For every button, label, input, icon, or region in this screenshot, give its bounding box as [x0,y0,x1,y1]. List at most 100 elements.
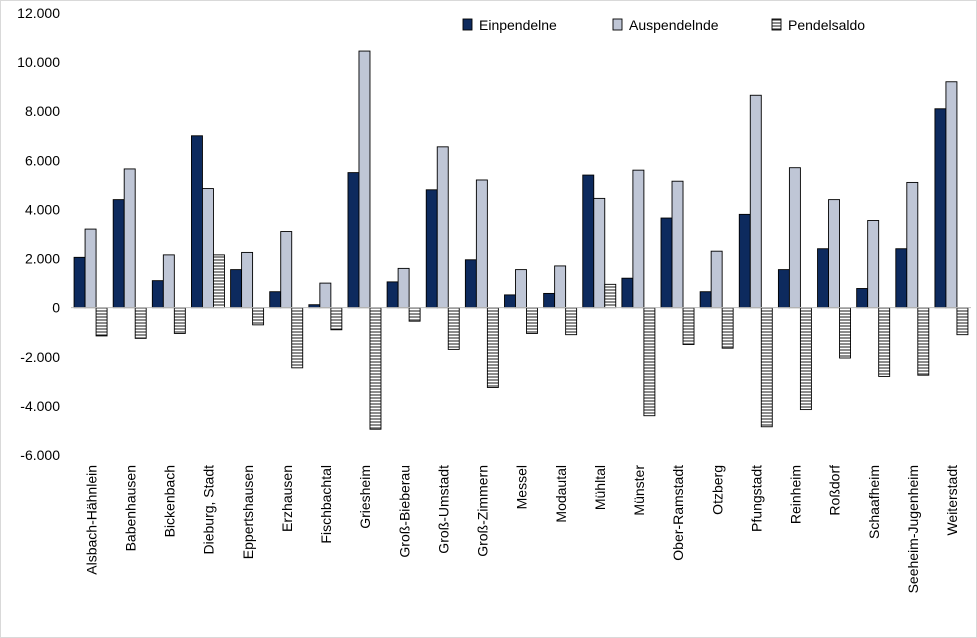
bar-einpendelne-gross-umstadt [425,189,438,309]
category-label-gross-zimmern: Groß-Zimmern [475,465,491,557]
bar-auspendelnde-modautal [554,265,567,309]
y-tick-label: 0 [52,300,60,316]
bar-pendelsaldo-bickenbach [173,307,186,334]
y-tick-label: 10.000 [17,54,60,70]
bar-pendelsaldo-messel [526,307,538,334]
bar-pendelsaldo-alsbach-hahnlein [95,307,108,337]
category-label-gross-bieberau: Groß-Bieberau [396,465,412,558]
legend-item-einpendelne: Einpendelne [462,17,557,33]
x-axis-category-labels: Alsbach-Hähnlein Babenhausen Bickenbach Die… [83,465,960,594]
bar-einpendelne-modautal [543,292,556,309]
bar-einpendelne-alsbach-hahnlein [73,256,86,309]
bar-pendelsaldo-munster [643,307,656,417]
bar-auspendelnde-schaafheim [867,220,880,309]
y-tick-label: 2.000 [25,251,60,267]
category-label-fischbachtal: Fischbachtal [318,465,334,544]
category-label-weiterstadt: Weiterstadt [944,465,960,536]
legend-item-pendelsaldo: Pendelsaldo [771,17,865,33]
bar-pendelsaldo-babenhausen [134,307,147,339]
bar-pendelsaldo-erzhausen [291,307,304,369]
bar-pendelsaldo-ober-ramstadt [682,307,695,345]
bar-pendelsaldo-otzberg [721,307,734,349]
bar-auspendelnde-messel [515,269,527,309]
bar-auspendelnde-eppertshausen [241,251,254,309]
category-label-seeheim-jugenheim: Seeheim-Jugenheim [905,465,921,593]
bar-einpendelne-ober-ramstadt [660,217,673,309]
category-label-eppertshausen: Eppertshausen [240,465,256,559]
category-label-rossdorf: Roßdorf [827,465,843,516]
category-label-erzhausen: Erzhausen [279,465,295,532]
bar-einpendelne-erzhausen [269,291,282,309]
bar-pendelsaldo-weiterstadt [956,307,969,336]
y-axis-tick-labels: -6.000 -4.000 -2.000 0 2.000 4.000 6.000 8.000 1… [17,5,60,463]
legend: Einpendelne Auspendelnde Pendelsaldo [462,17,865,33]
category-label-modautal: Modautal [553,465,569,523]
category-label-schaafheim: Schaafheim [866,465,882,539]
bar-auspendelnde-weiterstadt [945,81,958,309]
bar-pendelsaldo-pfungstadt [760,307,773,428]
bar-einpendelne-pfungstadt [738,213,751,309]
bar-einpendelne-griesheim [347,172,360,309]
bar-auspendelnde-alsbach-hahnlein [84,228,97,309]
bar-pendelsaldo-dieburg-stadt [213,254,225,309]
legend-label: Einpendelne [479,17,557,33]
y-tick-label: 4.000 [25,201,60,217]
legend-label: Pendelsaldo [788,17,865,33]
bar-auspendelnde-griesheim [358,50,371,309]
y-tick-label: 12.000 [17,5,60,21]
category-label-alsbach-hahnlein: Alsbach-Hähnlein [83,465,99,575]
bar-pendelsaldo-gross-bieberau [408,307,421,322]
bar-auspendelnde-gross-umstadt [436,146,449,309]
bar-einpendelne-munster [621,277,634,309]
legend-swatch [771,18,782,31]
bar-einpendelne-weiterstadt [934,108,947,309]
category-label-gross-umstadt: Groß-Umstadt [435,465,451,554]
category-label-muhltal: Mühltal [592,465,608,510]
bar-einpendelne-seeheim-jugenheim [895,248,908,309]
bar-pendelsaldo-eppertshausen [252,307,265,326]
bar-einpendelne-dieburg-stadt [191,135,203,309]
series-auspendelnde [84,50,958,309]
bar-auspendelnde-muhltal [593,197,606,309]
category-label-pfungstadt: Pfungstadt [748,465,764,532]
bar-auspendelnde-rossdorf [828,199,840,309]
series-pendelsaldo [95,254,969,430]
bar-pendelsaldo-muhltal [604,283,617,309]
bar-einpendelne-bickenbach [151,280,164,309]
bar-einpendelne-schaafheim [856,288,869,309]
bar-auspendelnde-reinheim [788,167,801,309]
bar-auspendelnde-seeheim-jugenheim [906,181,919,309]
bar-auspendelnde-fischbachtal [319,282,332,309]
bar-pendelsaldo-reinheim [799,307,812,411]
category-label-messel: Messel [514,465,530,509]
category-label-munster: Münster [631,465,647,516]
bar-pendelsaldo-modautal [565,307,578,336]
bar-einpendelne-eppertshausen [230,269,243,309]
y-tick-label: 8.000 [25,103,60,119]
bar-pendelsaldo-gross-umstadt [447,307,460,350]
bar-einpendelne-babenhausen [112,199,125,309]
bars-layer [73,50,969,430]
bar-auspendelnde-ober-ramstadt [671,180,684,309]
bar-einpendelne-rossdorf [817,248,829,309]
bar-einpendelne-reinheim [777,269,790,309]
category-label-otzberg: Otzberg [709,465,725,515]
y-tick-label: -2.000 [20,349,60,365]
y-tick-label: -6.000 [20,447,60,463]
legend-item-auspendelnde: Auspendelnde [612,17,719,33]
y-tick-label: 6.000 [25,152,60,168]
category-label-babenhausen: Babenhausen [122,465,138,551]
bar-auspendelnde-erzhausen [280,231,293,309]
legend-swatch [612,18,623,31]
category-label-dieburg-stadt: Dieburg, Stadt [201,465,217,555]
bar-auspendelnde-pfungstadt [749,94,762,309]
bar-pendelsaldo-schaafheim [878,307,891,377]
bar-einpendelne-gross-bieberau [386,281,399,309]
bar-pendelsaldo-seeheim-jugenheim [917,307,930,376]
legend-swatch [462,18,473,31]
category-label-griesheim: Griesheim [357,465,373,529]
bar-pendelsaldo-rossdorf [839,307,851,359]
bar-auspendelnde-gross-bieberau [397,267,410,309]
